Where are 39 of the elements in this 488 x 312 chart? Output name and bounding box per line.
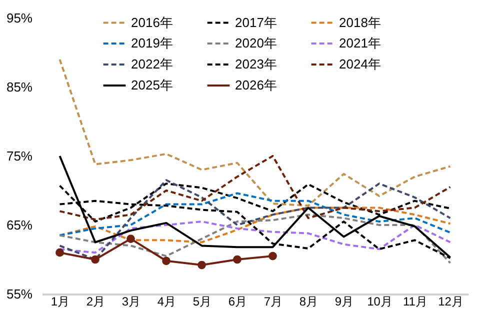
y-tick-label: 65% — [6, 218, 33, 232]
point — [233, 255, 242, 264]
x-tick-label: 10月 — [367, 294, 392, 308]
line-series — [58, 192, 452, 236]
line-series — [58, 214, 452, 264]
y-tick-label: 55% — [6, 286, 33, 302]
x-tick-label: 5月 — [192, 294, 212, 308]
x-tick-label: 4月 — [157, 294, 176, 308]
legend-label: 2016年 — [131, 14, 173, 30]
line-series — [58, 58, 452, 207]
point — [162, 256, 170, 266]
x-tick-label: 9月 — [334, 294, 354, 308]
x-tick-label: 8月 — [299, 294, 318, 308]
point — [91, 255, 100, 264]
x-tick-label: 2月 — [86, 294, 106, 308]
legend-label: 2025年 — [131, 78, 173, 92]
point — [198, 260, 206, 270]
y-tick-label: 75% — [6, 148, 33, 164]
y-tick-label: 85% — [6, 80, 33, 94]
legend-label: 2018年 — [339, 14, 381, 30]
legend-label: 2020年 — [235, 36, 277, 50]
legend-label: 2021年 — [339, 36, 381, 50]
x-tick-label: 12月 — [438, 294, 464, 308]
legend-label: 2019年 — [131, 36, 173, 50]
x-tick-label: 7月 — [264, 294, 283, 308]
point — [126, 234, 135, 243]
line-series — [58, 155, 452, 220]
legend-label: 2023年 — [235, 56, 277, 72]
x-tick-label: 1月 — [50, 294, 70, 308]
legend-label: 2024年 — [339, 56, 381, 72]
point — [56, 248, 64, 257]
x-tick-label: 3月 — [122, 294, 141, 308]
point — [268, 252, 277, 260]
x-tick-label: 6月 — [228, 294, 248, 308]
legend-label: 2022年 — [131, 56, 173, 72]
legend-label: 2026年 — [235, 78, 277, 92]
x-tick-label: 11月 — [403, 294, 428, 308]
y-tick-label: 95% — [6, 10, 33, 26]
legend-label: 2017年 — [235, 14, 277, 30]
